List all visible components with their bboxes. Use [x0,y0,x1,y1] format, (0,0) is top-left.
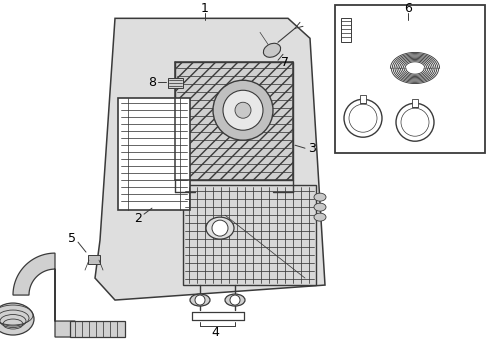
Polygon shape [13,253,75,337]
Text: 4: 4 [211,325,219,338]
Bar [334,5,484,153]
Ellipse shape [263,43,280,57]
Ellipse shape [313,193,325,201]
Circle shape [212,220,227,236]
Ellipse shape [190,294,209,306]
Text: 8: 8 [148,76,156,89]
Ellipse shape [0,303,34,335]
Bar [411,99,417,107]
Bar [183,185,315,285]
Circle shape [213,80,272,140]
Text: 3: 3 [307,142,315,155]
Ellipse shape [313,203,325,211]
Circle shape [195,295,204,305]
Bar [175,62,292,180]
Bar [168,78,183,88]
Bar [340,18,350,42]
Ellipse shape [205,217,234,239]
Bar [88,255,100,264]
Text: 2: 2 [134,212,142,225]
Circle shape [223,90,263,130]
Ellipse shape [224,294,244,306]
Circle shape [229,295,240,305]
Bar [359,95,365,103]
Bar [70,321,125,337]
Bar [118,98,190,210]
Polygon shape [95,18,325,300]
Text: 5: 5 [68,231,76,244]
Circle shape [235,102,250,118]
Text: 7: 7 [281,56,288,69]
Ellipse shape [313,213,325,221]
Text: 6: 6 [403,2,411,15]
Text: 1: 1 [201,2,208,15]
